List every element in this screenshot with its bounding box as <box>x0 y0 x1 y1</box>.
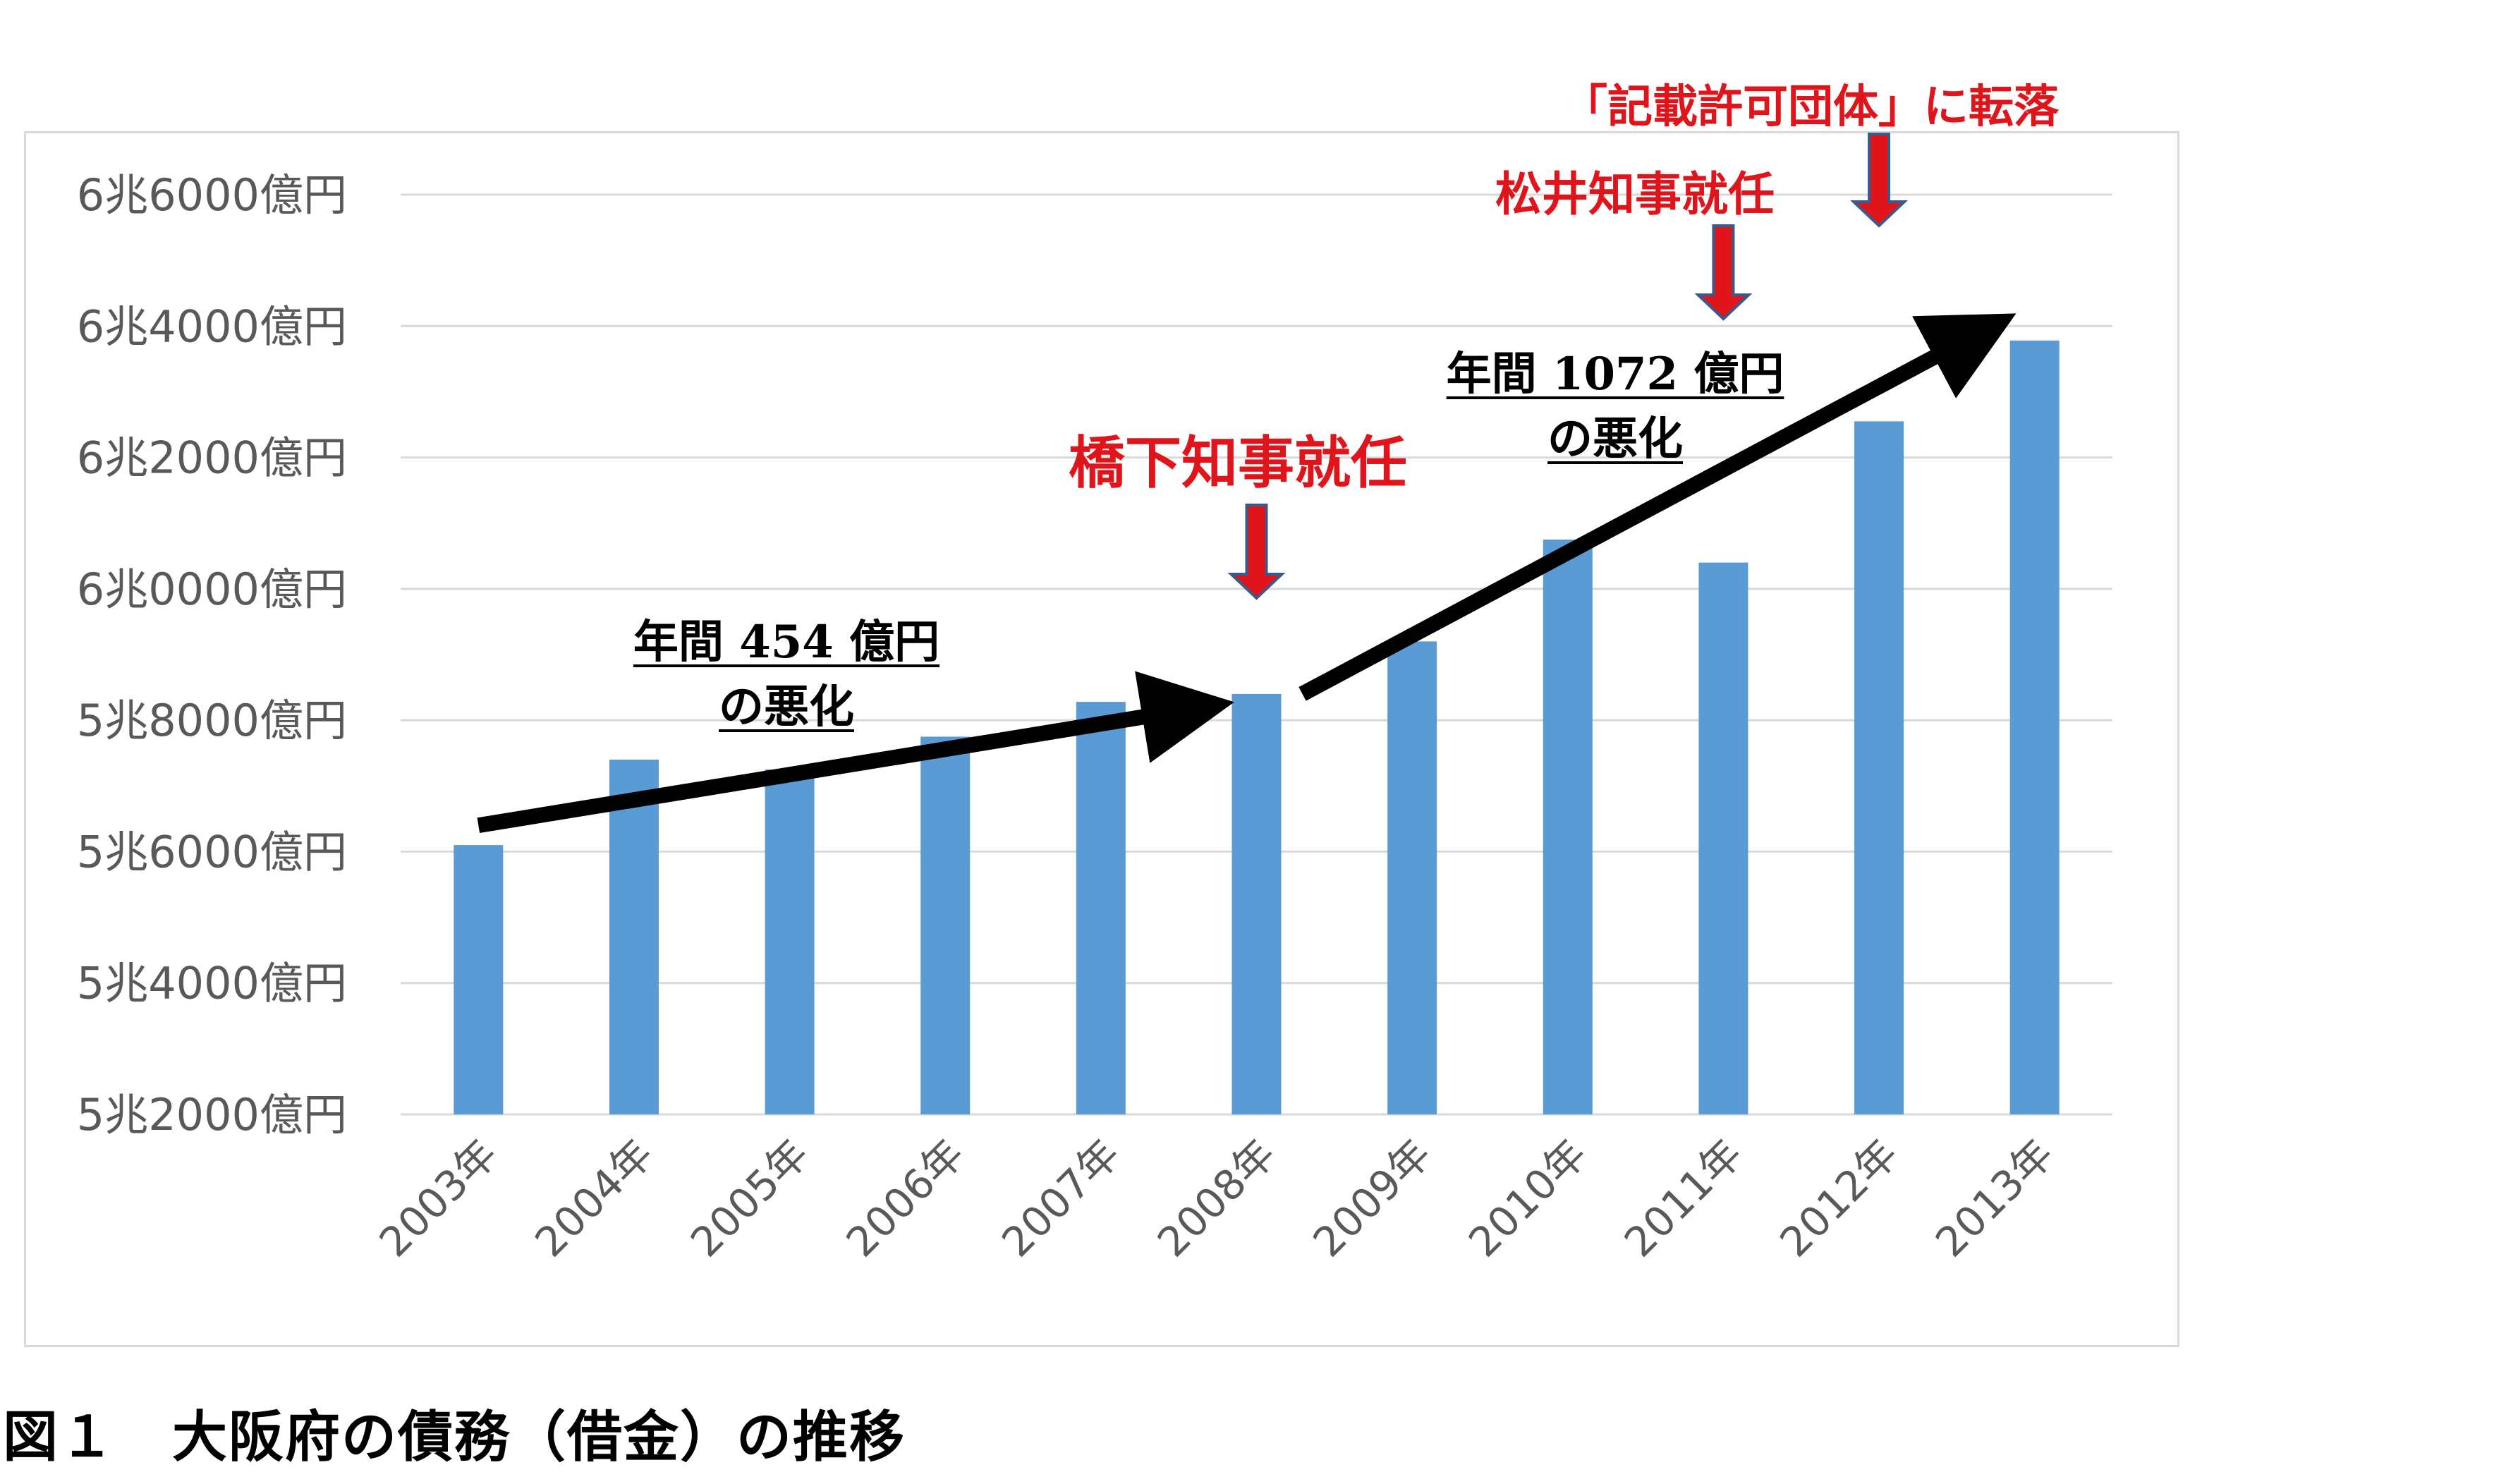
bar-2011年 <box>1698 562 1748 1114</box>
y-tick-label: 5兆6000億円 <box>77 826 347 877</box>
bar-2010年 <box>1543 540 1593 1114</box>
x-tick-label: 2004年 <box>525 1130 662 1266</box>
trend-arrow-1 <box>477 671 1234 834</box>
x-tick-label: 2006年 <box>837 1130 973 1266</box>
bar-2006年 <box>920 736 971 1114</box>
x-tick-label: 2011年 <box>1615 1130 1751 1266</box>
x-tick-label: 2005年 <box>681 1130 817 1266</box>
bar-2008年 <box>1231 693 1282 1114</box>
x-tick-label: 2012年 <box>1770 1130 1906 1266</box>
annotation-trend2-line1: 年間 1072 億円 <box>1446 348 1784 401</box>
x-tick-label: 2009年 <box>1304 1130 1440 1266</box>
annotation-trend2: 年間 1072 億円 の悪化 <box>1432 342 1799 472</box>
bar-2004年 <box>609 760 659 1114</box>
annotation-trend2-line2: の悪化 <box>1547 413 1683 466</box>
x-tick-label: 2003年 <box>370 1130 506 1266</box>
x-tick-label: 2013年 <box>1926 1130 2062 1266</box>
y-tick-label: 5兆2000億円 <box>77 1089 347 1141</box>
bar-2007年 <box>1076 702 1126 1114</box>
trend-arrows <box>477 313 2017 834</box>
x-tick-label: 2008年 <box>1148 1130 1284 1266</box>
trend-arrow-2 <box>1298 313 2017 701</box>
marker-arrow-kisai <box>1850 133 1909 228</box>
annotation-matsui: 松井知事就任 <box>1495 166 1775 221</box>
event-markers <box>1227 133 1909 600</box>
x-axis-ticks: 2003年 2004年 2005年 2006年 2007年 2008年 2009年 2010年… <box>370 1130 2063 1266</box>
y-tick-label: 6兆4000億円 <box>77 300 347 352</box>
bar-2009年 <box>1387 641 1437 1114</box>
y-axis-ticks: 6兆6000億円 6兆4000億円 6兆2000億円 6兆0000億円 5兆8000億円… <box>77 169 347 1141</box>
marker-arrow-matsui <box>1694 224 1753 321</box>
y-tick-label: 5兆8000億円 <box>77 695 347 746</box>
x-tick-label: 2010年 <box>1459 1130 1595 1266</box>
y-tick-label: 6兆6000億円 <box>77 169 347 221</box>
marker-arrow-hashimoto <box>1227 504 1286 600</box>
bar-2005年 <box>765 770 815 1114</box>
y-tick-label: 5兆4000億円 <box>77 958 347 1009</box>
annotation-trend1-line1: 年間 454 億円 <box>633 616 940 669</box>
bar-2013年 <box>2009 340 2060 1115</box>
figure-caption: 図１ 大阪府の債務（借金）の推移 <box>3 1406 906 1469</box>
x-tick-label: 2007年 <box>992 1130 1129 1266</box>
annotation-kisai: 「記載許可団体」に転落 <box>1562 80 2059 133</box>
bar-2003年 <box>454 845 504 1114</box>
annotation-trend1-line2: の悪化 <box>719 681 854 734</box>
annotation-hashimoto: 橋下知事就任 <box>1069 430 1407 496</box>
y-tick-label: 6兆2000億円 <box>77 432 347 484</box>
bars <box>454 340 2060 1115</box>
bar-2012年 <box>1854 421 1904 1114</box>
y-tick-label: 6兆0000億円 <box>77 564 347 615</box>
annotation-trend1: 年間 454 億円 の悪化 <box>621 610 952 740</box>
